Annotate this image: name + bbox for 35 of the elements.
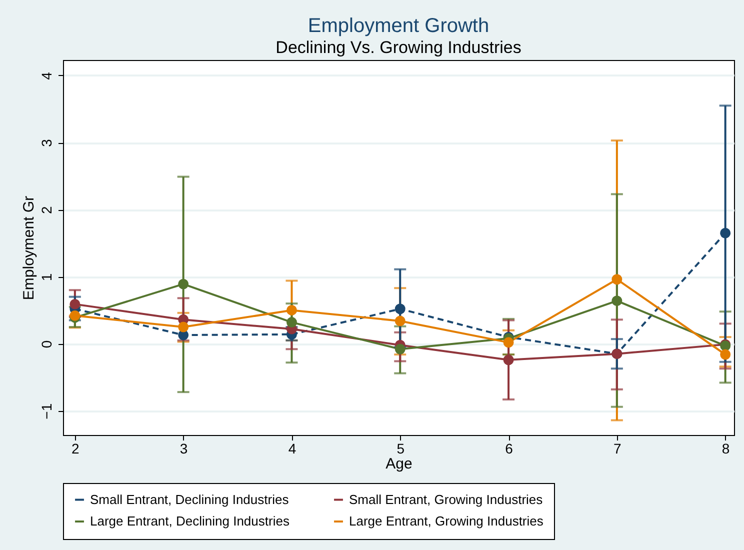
point <box>178 278 189 290</box>
y-tick-label: 4 <box>38 72 54 80</box>
x-axis-title: Age <box>386 456 412 472</box>
legend-label: Small Entrant, Growing Industries <box>349 492 544 507</box>
point <box>394 316 406 326</box>
x-tick-label: 5 <box>396 440 405 456</box>
y-axis-title: Employment Gr <box>20 196 38 300</box>
legend-label: Small Entrant, Declining Industries <box>90 492 290 507</box>
x-tick-label: 3 <box>180 440 188 456</box>
y-tick-label: 2 <box>38 206 54 214</box>
point <box>394 344 406 354</box>
chart-title: Employment Growth <box>308 15 490 37</box>
point <box>286 304 297 316</box>
point <box>286 317 297 328</box>
point <box>503 337 514 348</box>
chart-subtitle: Declining Vs. Growing Industries <box>276 38 522 57</box>
point <box>178 322 189 332</box>
y-tick-label: −1 <box>38 403 54 420</box>
legend-label: Large Entrant, Growing Industries <box>349 514 544 528</box>
point <box>720 228 731 238</box>
y-tick-label: 3 <box>38 138 54 147</box>
x-tick-label: 2 <box>72 440 80 456</box>
x-tick-label: 4 <box>288 440 296 456</box>
point <box>394 304 406 314</box>
x-tick-label: 7 <box>614 440 622 456</box>
point <box>720 349 731 360</box>
point <box>70 298 80 310</box>
legend-label: Large Entrant, Declining Industries <box>90 514 290 528</box>
point <box>612 274 622 285</box>
y-tick-label: 0 <box>38 340 54 348</box>
x-tick-label: 6 <box>505 440 514 456</box>
point <box>503 354 514 366</box>
point <box>612 296 622 306</box>
x-tick-label: 8 <box>722 440 730 456</box>
y-tick-label: 1 <box>38 273 54 282</box>
